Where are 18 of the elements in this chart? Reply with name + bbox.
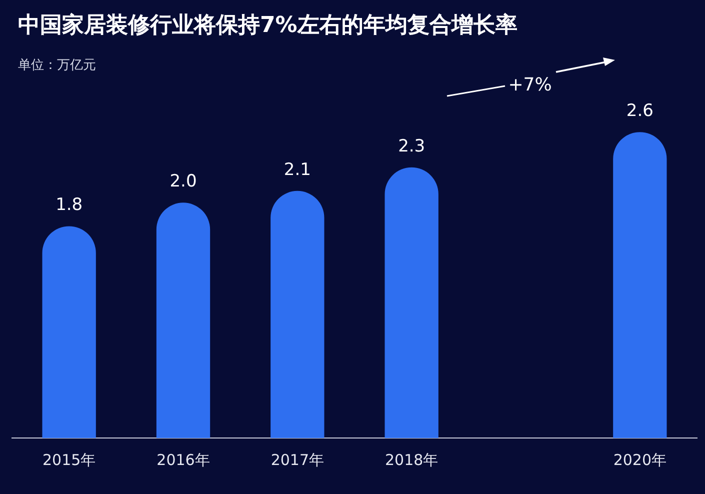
bar (156, 202, 210, 438)
data-label: 2.6 (626, 100, 654, 121)
bar (613, 132, 667, 438)
chart-subtitle: 单位：万亿元 (18, 57, 96, 74)
x-tick-label: 2018年 (384, 450, 438, 469)
x-tick-label: 2020年 (613, 450, 667, 469)
bar (42, 226, 96, 438)
data-label: 2.3 (398, 136, 426, 156)
chart-title: 中国家居装修行业将保持7%左右的年均复合增长率 (18, 12, 518, 40)
bar (384, 167, 438, 438)
x-tick-label: 2016年 (156, 450, 210, 469)
data-label: 1.8 (56, 195, 83, 216)
x-tick-label: 2017年 (270, 450, 324, 469)
data-label: 2.1 (284, 160, 311, 180)
data-label: 2.0 (170, 172, 197, 192)
bar (270, 190, 324, 438)
text: +7% (508, 74, 552, 96)
x-tick-label: 2015年 (42, 450, 96, 469)
